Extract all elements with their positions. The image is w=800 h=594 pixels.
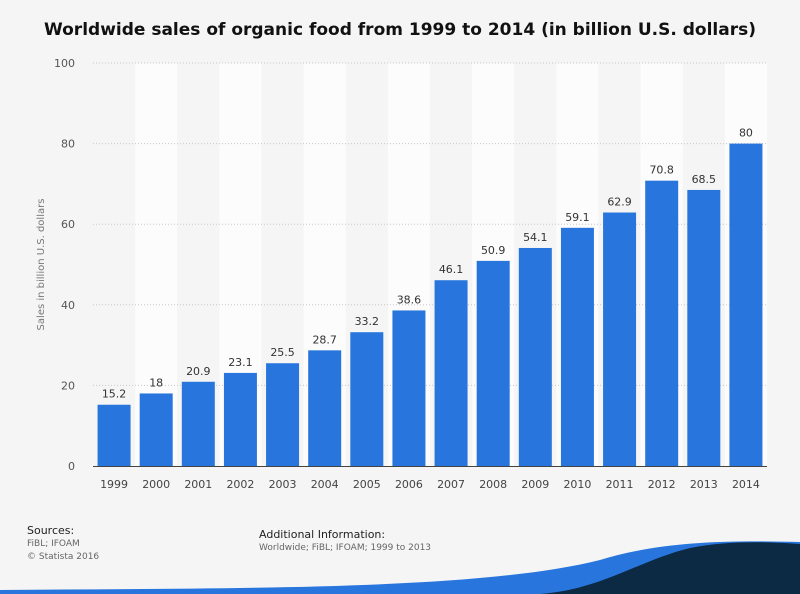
data-label: 70.8 <box>649 164 674 177</box>
x-tick-label: 2013 <box>690 478 718 491</box>
x-tick-label: 2004 <box>311 478 339 491</box>
bar <box>560 227 594 466</box>
column-band <box>93 63 136 466</box>
bar <box>476 260 510 466</box>
x-tick-label: 2003 <box>269 478 297 491</box>
bar <box>518 247 552 466</box>
x-tick-label: 2010 <box>563 478 591 491</box>
data-label: 20.9 <box>186 365 211 378</box>
bar <box>392 310 426 466</box>
x-tick-label: 2009 <box>521 478 549 491</box>
additional-info-heading: Additional Information: <box>259 528 386 541</box>
data-label: 50.9 <box>481 244 506 257</box>
data-label: 80 <box>739 127 753 140</box>
x-tick-label: 2005 <box>353 478 381 491</box>
wave-light <box>0 541 800 594</box>
x-tick-label: 2007 <box>437 478 465 491</box>
x-tick-label: 2002 <box>226 478 254 491</box>
y-tick-label: 60 <box>61 218 75 231</box>
bar <box>266 363 300 466</box>
data-label: 54.1 <box>523 231 548 244</box>
bar <box>687 189 721 466</box>
bar <box>139 393 173 466</box>
wave-dark <box>540 542 800 594</box>
data-label: 25.5 <box>270 346 295 359</box>
y-tick-label: 40 <box>61 299 75 312</box>
y-axis-label: Sales in billion U.S. dollars <box>36 199 47 331</box>
y-tick-label: 20 <box>61 379 75 392</box>
bar <box>645 180 679 466</box>
sources-list: FiBL; IFOAM <box>27 539 80 549</box>
data-label: 38.6 <box>397 293 422 306</box>
y-tick-label: 100 <box>54 57 75 70</box>
additional-info-block: Additional Information: Worldwide; FiBL;… <box>259 528 431 555</box>
data-label: 68.5 <box>692 173 717 186</box>
chart-title: Worldwide sales of organic food from 199… <box>43 20 756 40</box>
data-label: 23.1 <box>228 356 253 369</box>
bar <box>223 372 257 466</box>
bar-chart: 0 20 40 60 80 100 15.2 1999 18 2000 20.9 2001 23.1 20… <box>36 57 767 491</box>
bar <box>308 350 342 466</box>
data-label: 33.2 <box>355 315 380 328</box>
bar <box>97 404 131 466</box>
y-tick-label: 80 <box>61 138 75 151</box>
copyright: © Statista 2016 <box>27 552 100 562</box>
brand-wave-decoration <box>0 541 800 594</box>
x-tick-label: 2012 <box>648 478 676 491</box>
bar <box>603 212 637 466</box>
data-label: 46.1 <box>439 263 464 276</box>
x-tick-label: 2000 <box>142 478 170 491</box>
x-tick-label: 2008 <box>479 478 507 491</box>
data-label: 18 <box>149 376 163 389</box>
bar <box>729 143 763 466</box>
bar <box>434 280 468 466</box>
data-label: 15.2 <box>102 388 127 401</box>
bar <box>181 381 215 466</box>
x-tick-label: 2001 <box>184 478 212 491</box>
additional-info-text: Worldwide; FiBL; IFOAM; 1999 to 2013 <box>259 543 432 553</box>
data-label: 59.1 <box>565 211 590 224</box>
x-tick-label: 2014 <box>732 478 760 491</box>
x-tick-label: 1999 <box>100 478 128 491</box>
bar <box>350 332 384 466</box>
data-label: 28.7 <box>312 333 337 346</box>
x-tick-label: 2006 <box>395 478 423 491</box>
y-tick-label: 0 <box>68 460 75 473</box>
x-tick-label: 2011 <box>606 478 634 491</box>
sources-heading: Sources: <box>27 524 75 537</box>
sources-block: Sources: FiBL; IFOAM © Statista 2016 <box>27 524 99 564</box>
data-label: 62.9 <box>607 196 632 209</box>
